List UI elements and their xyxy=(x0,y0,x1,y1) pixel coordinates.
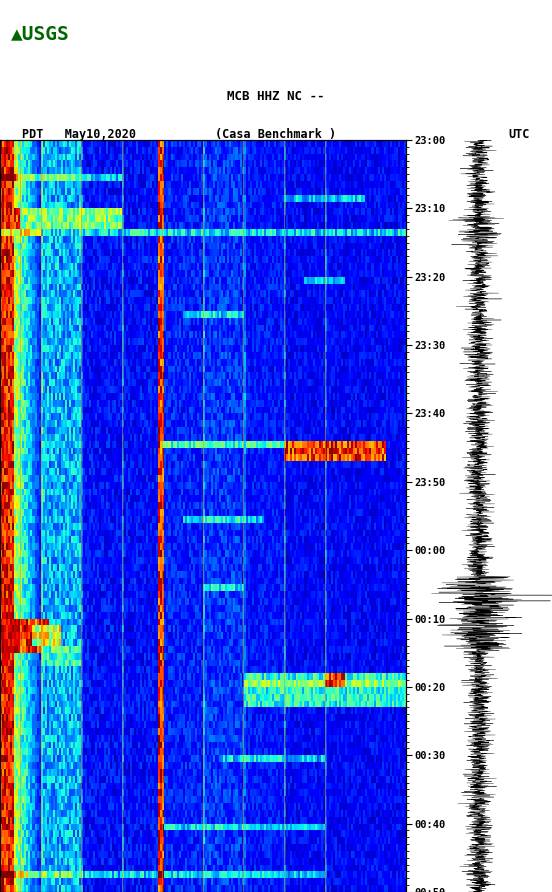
Text: (Casa Benchmark ): (Casa Benchmark ) xyxy=(215,128,337,142)
Text: UTC: UTC xyxy=(508,128,530,142)
Text: ▲USGS: ▲USGS xyxy=(11,25,70,44)
Text: MCB HHZ NC --: MCB HHZ NC -- xyxy=(227,90,325,103)
Text: PDT   May10,2020: PDT May10,2020 xyxy=(22,128,136,142)
